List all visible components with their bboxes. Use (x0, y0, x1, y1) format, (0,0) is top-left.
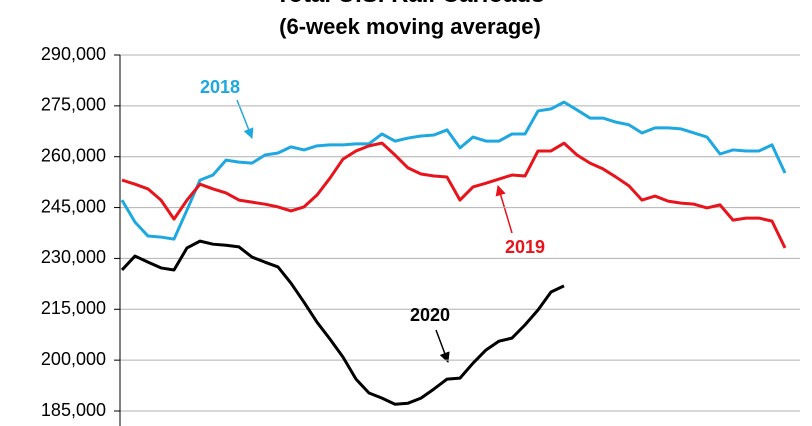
y-tick-label: 185,000 (41, 400, 106, 420)
y-tick-label: 200,000 (41, 349, 106, 369)
y-tick-label: 275,000 (41, 95, 106, 115)
chart-title: Total U.S. Rail Carloads (276, 0, 545, 8)
series-label: 2018 (200, 77, 240, 97)
y-tick-label: 215,000 (41, 298, 106, 318)
arrow (495, 184, 513, 234)
series-line (120, 239, 565, 406)
series-line (121, 141, 787, 249)
y-tick-label: 230,000 (41, 247, 106, 267)
y-tick-label: 260,000 (41, 145, 106, 165)
series-label: 2019 (505, 237, 545, 257)
chart-subtitle: (6-week moving average) (279, 14, 541, 39)
series-line (120, 100, 787, 241)
y-tick-label: 290,000 (41, 44, 106, 64)
arrow (435, 329, 450, 363)
series-label: 2020 (410, 305, 450, 325)
y-tick-label: 245,000 (41, 196, 106, 216)
